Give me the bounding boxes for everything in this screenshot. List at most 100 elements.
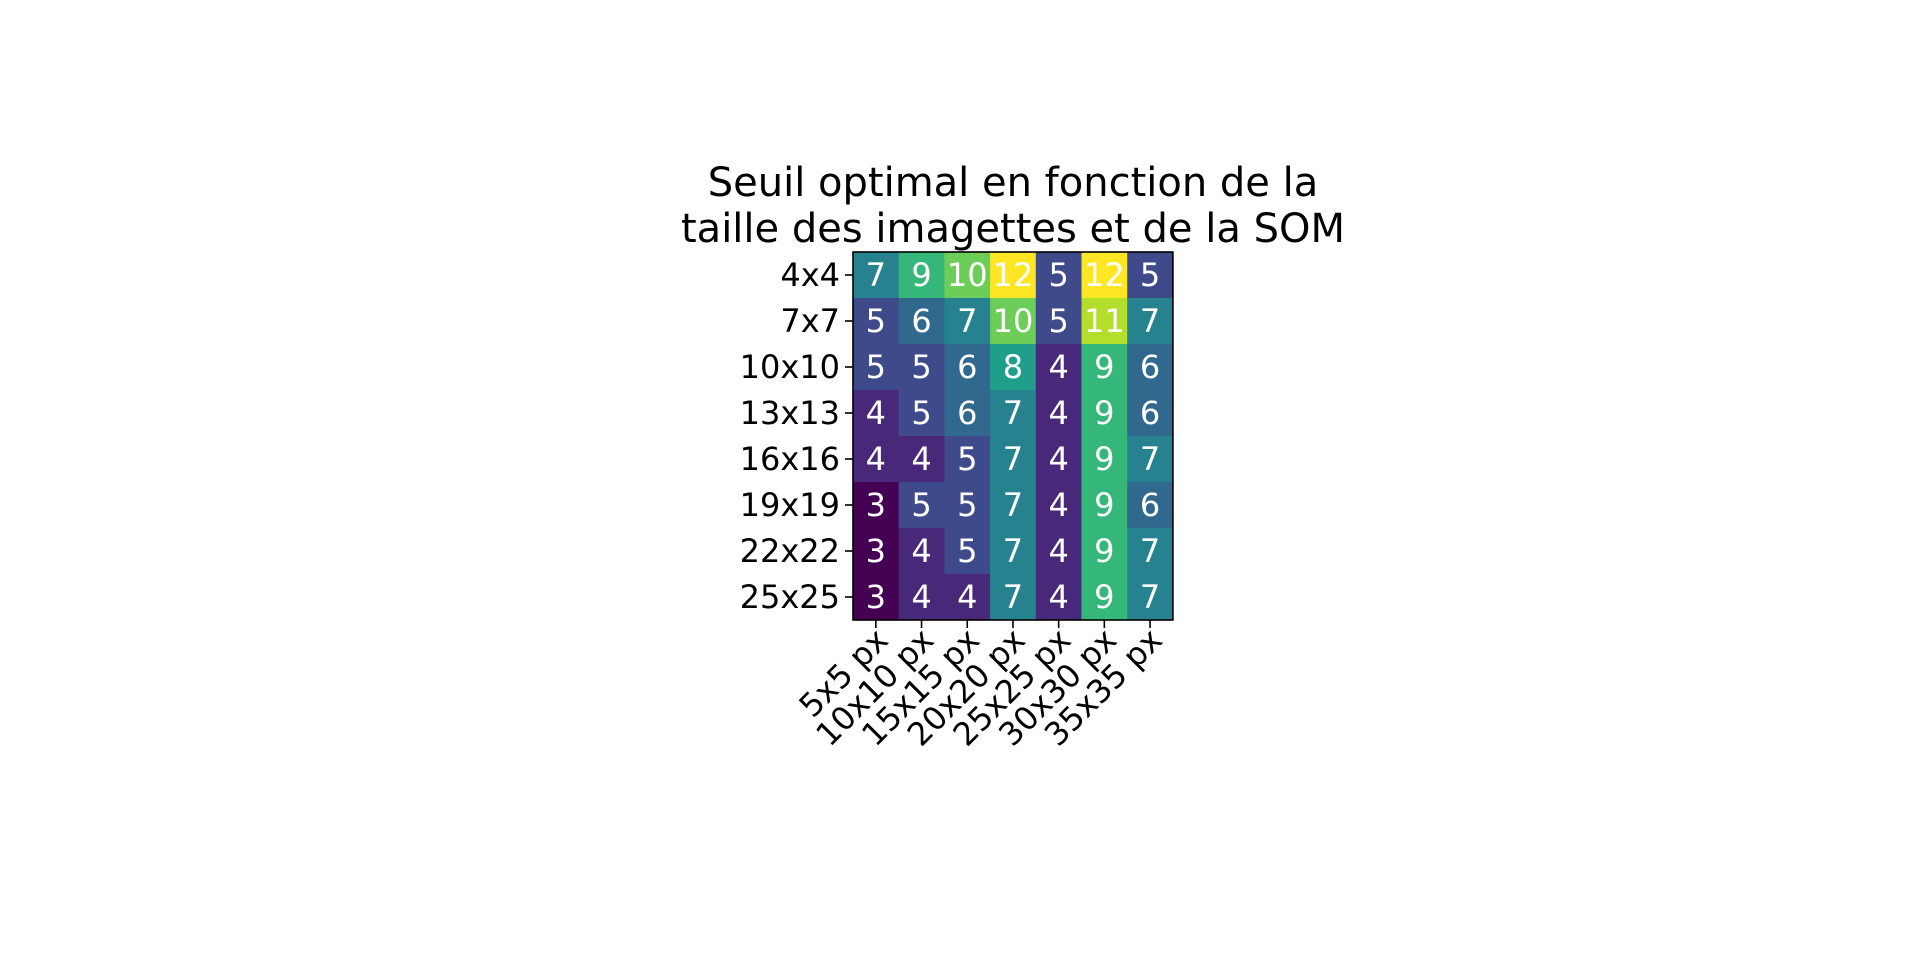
y-tick-label: 25x25 (740, 578, 840, 616)
heatmap-cell (1035, 252, 1082, 299)
heatmap-cell (898, 252, 945, 299)
heatmap-cell (1127, 528, 1174, 575)
cell-value-label: 4 (1048, 440, 1068, 478)
heatmap-cell (990, 574, 1037, 621)
cell-value-label: 5 (957, 532, 977, 570)
heatmap-cell (1127, 298, 1174, 345)
cell-value-label: 7 (866, 256, 886, 294)
y-tick-label: 7x7 (780, 302, 840, 340)
y-tick-label: 4x4 (780, 256, 840, 294)
cell-value-label: 5 (1140, 256, 1160, 294)
heatmap-cell (853, 528, 900, 575)
cell-value-label: 4 (866, 440, 886, 478)
cell-value-label: 4 (911, 578, 931, 616)
heatmap-cell (1035, 528, 1082, 575)
cell-value-label: 4 (1048, 532, 1068, 570)
heatmap-cell (1035, 344, 1082, 391)
heatmap-cell (1127, 574, 1174, 621)
cell-value-label: 12 (993, 256, 1034, 294)
cell-value-label: 7 (1140, 578, 1160, 616)
heatmap-cell (944, 574, 991, 621)
cell-value-label: 5 (866, 302, 886, 340)
cell-value-label: 6 (1140, 486, 1160, 524)
cell-value-label: 4 (1048, 348, 1068, 386)
cell-value-label: 12 (1084, 256, 1125, 294)
cell-value-label: 5 (1048, 256, 1068, 294)
cell-value-label: 7 (1140, 440, 1160, 478)
heatmap-cell (990, 252, 1037, 299)
heatmap-cell (1127, 482, 1174, 529)
cell-value-label: 5 (911, 348, 931, 386)
cell-value-label: 10 (947, 256, 988, 294)
heatmap-cell (944, 436, 991, 483)
heatmap-cell (853, 344, 900, 391)
heatmap-cell (1127, 436, 1174, 483)
cell-value-label: 5 (1048, 302, 1068, 340)
cell-annotations: 7 9 10 12 5 12 55 6 7 10 5 11 75 5 6 8 4 9 64 5 6 7 4 9 64 4 5 7 4 9 7… (866, 256, 1161, 616)
heatmap-cell (1035, 390, 1082, 437)
y-axis: 4x4 7x7 10x10 13x13 16x16 19x19 22x22 25x25 (740, 256, 853, 616)
heatmap-cell (990, 390, 1037, 437)
heatmap-cell (1081, 482, 1128, 529)
cell-value-label: 9 (1094, 532, 1114, 570)
heatmap-cell (898, 528, 945, 575)
cell-value-label: 4 (911, 532, 931, 570)
heatmap-cell (944, 482, 991, 529)
cell-value-label: 6 (957, 348, 977, 386)
heatmap-cell (944, 252, 991, 299)
cell-value-label: 5 (911, 486, 931, 524)
cell-value-label: 4 (1048, 578, 1068, 616)
y-tick-label: 13x13 (740, 394, 840, 432)
heatmap-cell (1035, 298, 1082, 345)
cell-value-label: 5 (911, 394, 931, 432)
heatmap-cell (1081, 390, 1128, 437)
heatmap-cell (990, 436, 1037, 483)
heatmap-cell (944, 390, 991, 437)
cell-value-label: 3 (866, 486, 886, 524)
heatmap-cell (1081, 574, 1128, 621)
cell-value-label: 3 (866, 532, 886, 570)
cell-value-label: 11 (1084, 302, 1125, 340)
heatmap-cell (1081, 344, 1128, 391)
heatmap-cell (853, 298, 900, 345)
heatmap-cell (1127, 344, 1174, 391)
cell-value-label: 9 (1094, 578, 1114, 616)
cell-value-label: 7 (957, 302, 977, 340)
cell-value-label: 7 (1140, 532, 1160, 570)
heatmap-cell (990, 482, 1037, 529)
cell-value-label: 7 (1003, 394, 1023, 432)
cell-value-label: 4 (911, 440, 931, 478)
heatmap-cell (898, 390, 945, 437)
y-tick-label: 22x22 (740, 532, 840, 570)
y-tick-label: 16x16 (740, 440, 840, 478)
cell-value-label: 8 (1003, 348, 1023, 386)
cell-value-label: 9 (1094, 348, 1114, 386)
cell-value-label: 7 (1003, 532, 1023, 570)
cell-value-label: 10 (993, 302, 1034, 340)
cell-value-label: 6 (911, 302, 931, 340)
heatmap-cell (853, 482, 900, 529)
cell-value-label: 5 (866, 348, 886, 386)
cell-value-label: 4 (957, 578, 977, 616)
heatmap-cell (1081, 436, 1128, 483)
heatmap-cells (853, 252, 1174, 621)
cell-value-label: 9 (911, 256, 931, 294)
heatmap-cell (1081, 252, 1128, 299)
cell-value-label: 5 (957, 486, 977, 524)
heatmap-cell (1035, 482, 1082, 529)
cell-value-label: 7 (1003, 440, 1023, 478)
heatmap-cell (898, 298, 945, 345)
heatmap-cell (990, 344, 1037, 391)
cell-value-label: 6 (1140, 348, 1160, 386)
cell-value-label: 6 (1140, 394, 1160, 432)
heatmap-cell (990, 528, 1037, 575)
chart-title-line-2: taille des imagettes et de la SOM (681, 206, 1345, 252)
cell-value-label: 4 (1048, 394, 1068, 432)
y-tick-label: 19x19 (740, 486, 840, 524)
cell-value-label: 7 (1003, 486, 1023, 524)
heatmap-cell (898, 574, 945, 621)
cell-value-label: 9 (1094, 440, 1114, 478)
cell-value-label: 6 (957, 394, 977, 432)
